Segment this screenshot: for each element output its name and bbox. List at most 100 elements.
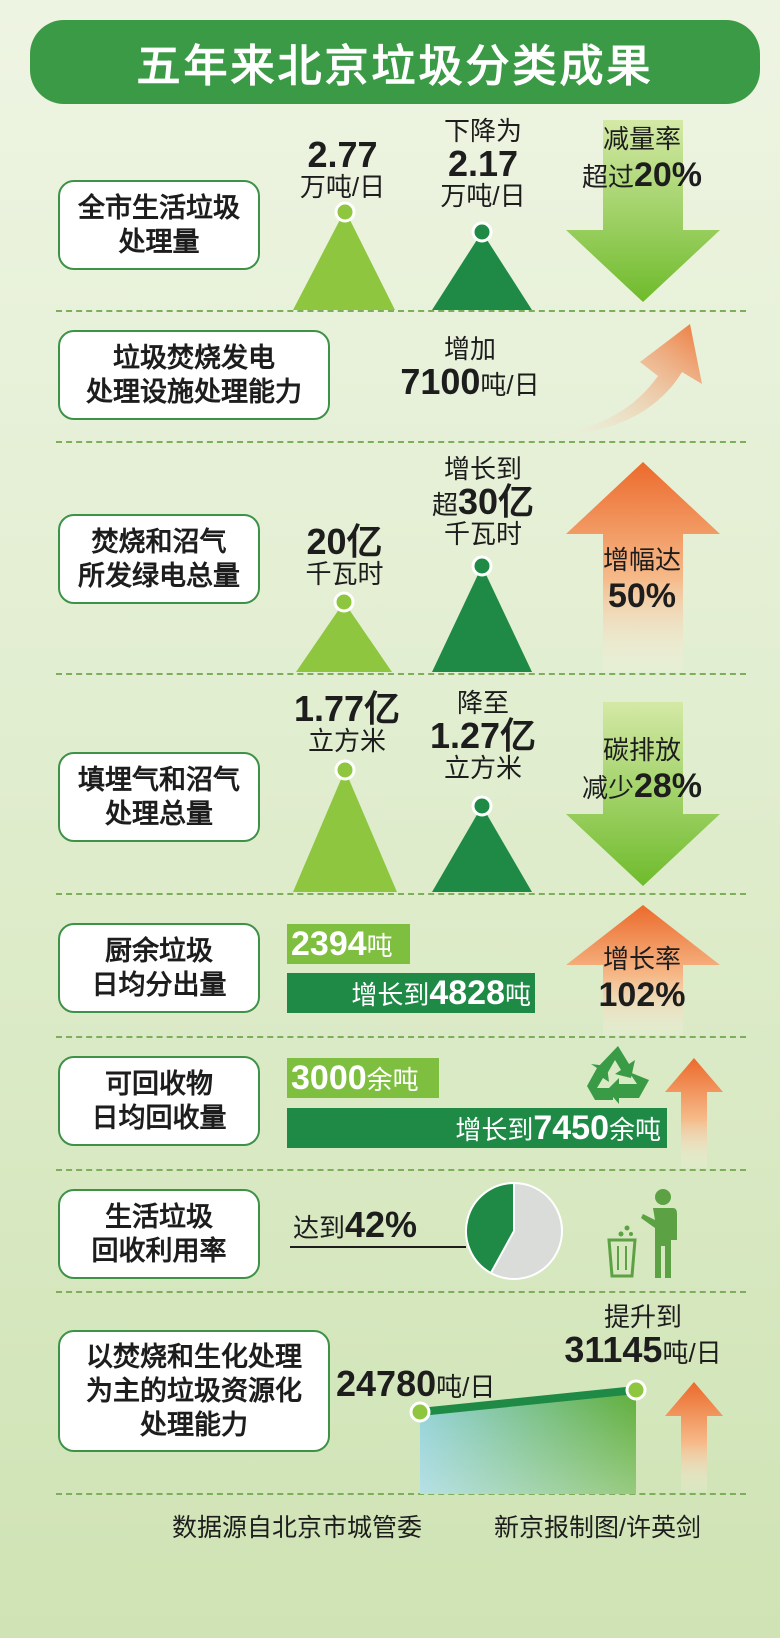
arrow-down-icon xyxy=(566,702,720,886)
value-number: 31145 xyxy=(564,1329,663,1371)
section-divider xyxy=(56,673,746,675)
arrow-up-icon xyxy=(665,1058,723,1168)
arrow-caption-value: 20% xyxy=(633,156,703,195)
bar-value: 3000 xyxy=(291,1058,367,1097)
arrow-caption-line1: 增长率 xyxy=(602,944,681,974)
bar-mark-before: 2394 吨 xyxy=(287,924,410,964)
section-label: 可回收物 日均回收量 xyxy=(91,1069,227,1133)
arrow-caption: 增幅达 50% xyxy=(562,545,722,617)
capacity-area-shade xyxy=(420,1390,636,1494)
section-divider xyxy=(56,1291,746,1293)
title-banner: 五年来北京垃圾分类成果 xyxy=(30,20,760,104)
section-divider xyxy=(56,441,746,443)
section-label: 垃圾焚烧发电 处理设施处理能力 xyxy=(86,343,302,407)
value-number: 1.77亿 xyxy=(293,688,401,729)
arrow-up-icon xyxy=(665,1382,723,1492)
bar-mark-before: 3000 余吨 xyxy=(287,1058,439,1098)
value-unit: 吨/日 xyxy=(436,1372,496,1402)
value-number: 30亿 xyxy=(457,481,535,523)
bar-unit: 余吨 xyxy=(366,1064,419,1095)
pie-chart xyxy=(465,1181,563,1280)
rate-leader-line xyxy=(290,1246,466,1248)
section-label-box: 厨余垃圾 日均分出量 xyxy=(58,923,260,1013)
bar-mark-after: 增长到 7450 余吨 xyxy=(287,1108,667,1148)
value-unit: 立方米 xyxy=(307,725,386,756)
start-value-label: 24780吨/日 xyxy=(336,1365,546,1403)
value-number: 42% xyxy=(345,1204,418,1245)
section-divider xyxy=(56,1169,746,1171)
arrow-caption-line1: 减量率 xyxy=(602,124,681,154)
value-unit: 千瓦时 xyxy=(305,558,384,589)
value-unit: 吨/日 xyxy=(662,1338,722,1369)
section-divider xyxy=(56,1036,746,1038)
value-prefix: 增长到 xyxy=(443,454,522,484)
value-prefix: 提升到 xyxy=(603,1302,682,1332)
value-number: 1.27亿 xyxy=(429,715,537,757)
bar-unit: 余吨 xyxy=(608,1114,661,1145)
value-unit: 立方米 xyxy=(443,753,522,784)
after-value-label: 下降为 2.17 万吨/日 xyxy=(428,117,538,212)
arrow-caption: 碳排放 减少28% xyxy=(562,735,722,807)
arrow-caption-value: 50% xyxy=(607,577,677,616)
data-source-note: 数据源自北京市城管委 xyxy=(172,1514,423,1542)
value-number: 2.77 xyxy=(307,134,378,175)
arrow-down-icon xyxy=(566,120,720,302)
before-triangle-mark xyxy=(296,591,392,672)
arrow-up-icon xyxy=(566,905,720,1035)
recycle-icon xyxy=(587,1046,649,1104)
before-triangle-mark xyxy=(293,759,397,892)
bar-value: 7450 xyxy=(533,1108,609,1147)
arrow-caption-prefix: 超过 xyxy=(581,162,634,193)
bar-mark-after: 增长到 4828 吨 xyxy=(287,973,535,1013)
pie-slice-rate xyxy=(465,1181,515,1275)
section-label: 全市生活垃圾 处理量 xyxy=(78,193,240,257)
arrow-up-right-icon xyxy=(546,324,702,436)
section-divider xyxy=(56,1493,746,1495)
value-number: 7100 xyxy=(400,361,481,403)
capacity-start-point xyxy=(409,1401,431,1423)
value-prefix: 降至 xyxy=(456,688,509,718)
section-label-box: 以焚烧和生化处理 为主的垃圾资源化 处理能力 xyxy=(58,1330,330,1452)
after-triangle-mark xyxy=(432,555,532,672)
value-unit: 万吨/日 xyxy=(299,171,386,202)
bar-prefix: 增长到 xyxy=(455,1114,534,1145)
before-value-label: 1.77亿 立方米 xyxy=(282,690,412,755)
bar-value: 2394 xyxy=(291,924,367,963)
value-unit: 万吨/日 xyxy=(440,181,526,212)
value-prefix: 达到 xyxy=(293,1213,346,1243)
value-number: 20亿 xyxy=(306,521,383,562)
value-unit: 千瓦时 xyxy=(443,519,522,550)
value-number: 2.17 xyxy=(447,143,519,185)
credit-note: 新京报制图/许英剑 xyxy=(494,1514,701,1542)
end-value-label: 提升到 31145吨/日 xyxy=(548,1302,738,1371)
value-prefix: 增加 xyxy=(443,334,496,364)
arrow-caption-prefix: 减少 xyxy=(581,773,634,804)
person-trash-icon xyxy=(607,1189,677,1278)
before-triangle-mark xyxy=(293,201,395,310)
section-label-box: 垃圾焚烧发电 处理设施处理能力 xyxy=(58,330,330,420)
capacity-area-chart xyxy=(409,1379,647,1494)
section-divider xyxy=(56,893,746,895)
after-triangle-mark xyxy=(432,221,532,310)
section-divider xyxy=(56,310,746,312)
bar-prefix: 增长到 xyxy=(351,979,430,1010)
before-value-label: 20亿 千瓦时 xyxy=(287,523,402,588)
section-label-box: 可回收物 日均回收量 xyxy=(58,1056,260,1146)
section-label-box: 填埋气和沼气 处理总量 xyxy=(58,752,260,842)
section-label: 以焚烧和生化处理 为主的垃圾资源化 处理能力 xyxy=(86,1342,302,1440)
section-label-box: 生活垃圾 回收利用率 xyxy=(58,1189,260,1279)
value-number: 24780 xyxy=(336,1363,437,1404)
rate-value-label: 达到42% xyxy=(293,1206,453,1244)
value-unit: 吨/日 xyxy=(480,370,540,401)
bar-unit: 吨 xyxy=(504,979,531,1010)
section-label: 厨余垃圾 日均分出量 xyxy=(91,936,227,1000)
after-triangle-mark xyxy=(432,795,532,892)
arrow-caption: 增长率 102% xyxy=(562,944,722,1016)
section-label: 焚烧和沼气 所发绿电总量 xyxy=(78,527,240,591)
after-value-label: 增长到 超30亿 千瓦时 xyxy=(418,454,548,550)
section-label-box: 焚烧和沼气 所发绿电总量 xyxy=(58,514,260,604)
after-value-label: 降至 1.27亿 立方米 xyxy=(418,688,548,784)
bar-value: 4828 xyxy=(429,973,505,1012)
arrow-caption-value: 28% xyxy=(633,767,703,806)
